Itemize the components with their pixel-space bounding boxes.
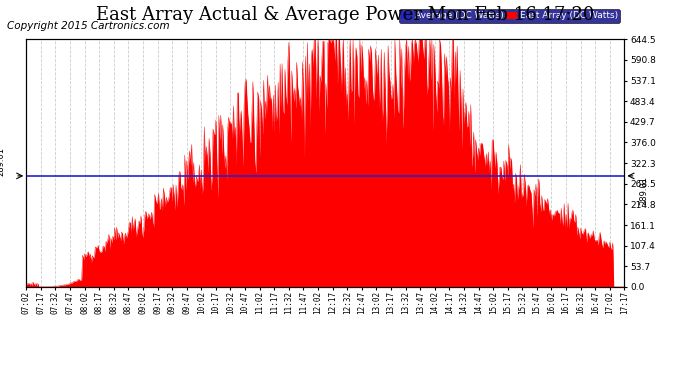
Text: East Array Actual & Average Power Mon Feb 16 17:20: East Array Actual & Average Power Mon Fe… — [96, 6, 594, 24]
Text: 289.01: 289.01 — [0, 147, 6, 176]
Text: Copyright 2015 Cartronics.com: Copyright 2015 Cartronics.com — [7, 21, 170, 31]
Legend: Average (DC Watts), East Array (DC Watts): Average (DC Watts), East Array (DC Watts… — [399, 9, 620, 23]
Text: 289.01: 289.01 — [640, 176, 649, 205]
